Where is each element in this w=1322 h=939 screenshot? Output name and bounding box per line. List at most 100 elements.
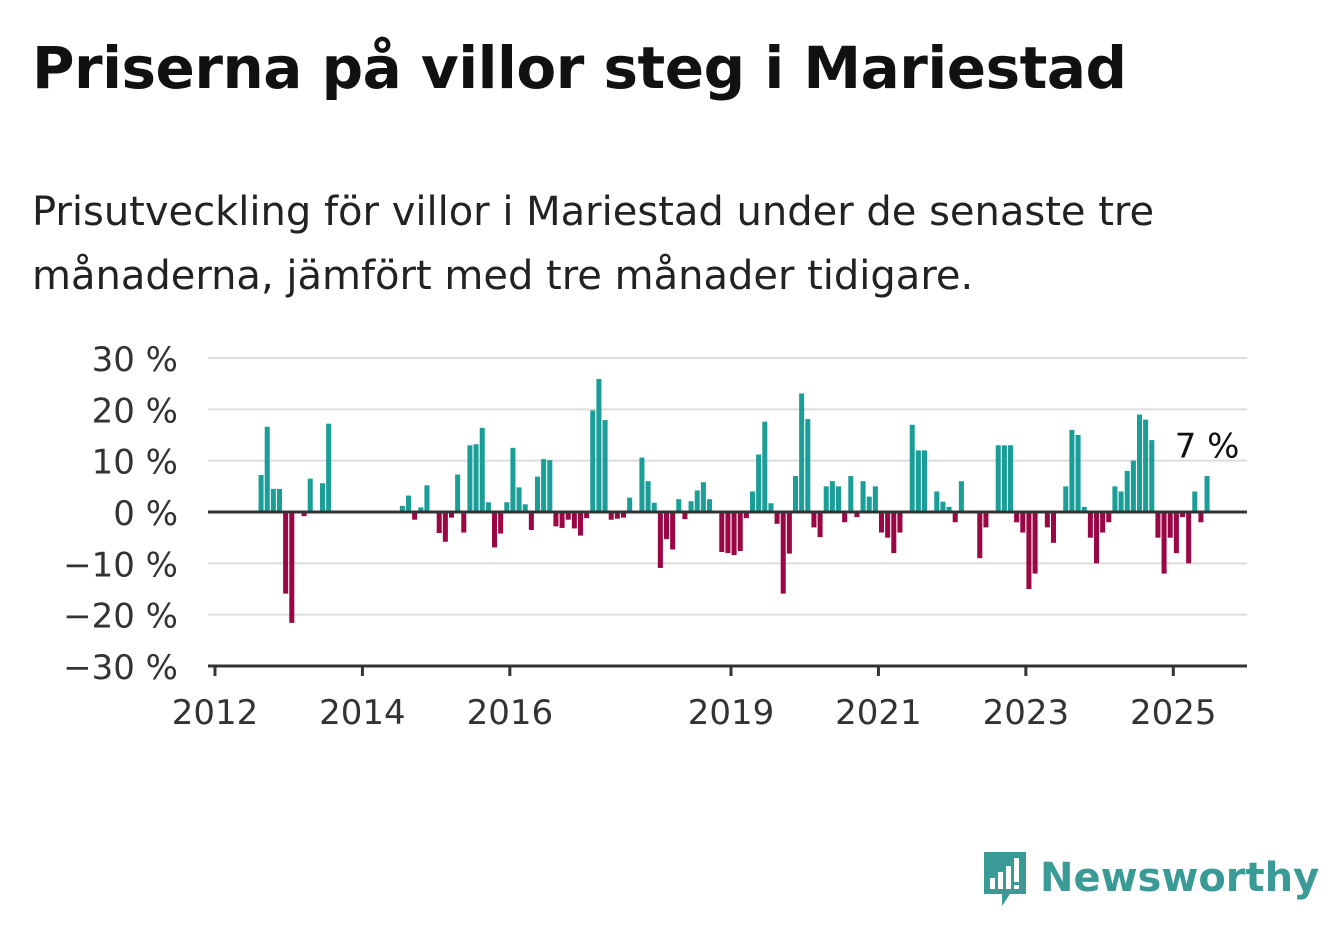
x-tick-label: 2025 — [1130, 693, 1217, 733]
bar — [768, 503, 774, 512]
bar — [663, 512, 670, 540]
bar — [516, 487, 522, 512]
bar — [1143, 419, 1149, 512]
bar — [952, 512, 958, 523]
bar — [786, 512, 792, 554]
bar — [657, 512, 663, 568]
bar — [405, 495, 412, 512]
x-tick-label: 2012 — [172, 693, 259, 733]
bar — [498, 512, 504, 534]
bar — [412, 512, 418, 520]
bar — [258, 475, 264, 512]
bar — [283, 512, 289, 594]
bar — [1106, 512, 1112, 523]
y-tick-label: −20 % — [63, 597, 178, 637]
bar — [1192, 491, 1198, 512]
bar — [1044, 512, 1050, 528]
bar — [1020, 512, 1026, 533]
bar — [1136, 414, 1143, 512]
bar — [1112, 486, 1118, 512]
x-tick-label: 2019 — [688, 693, 775, 733]
bar — [534, 476, 541, 512]
bar — [835, 486, 842, 512]
bar — [983, 512, 989, 528]
bar — [1198, 512, 1204, 523]
bar — [934, 491, 940, 512]
bar — [1161, 512, 1167, 574]
bar — [854, 512, 860, 518]
bar — [897, 512, 903, 533]
bar — [749, 491, 756, 512]
bar — [725, 512, 731, 554]
bar — [878, 512, 885, 533]
bar — [1087, 512, 1093, 538]
bar — [596, 379, 602, 512]
bar — [909, 424, 915, 512]
x-axis-ticks: 2012 2014 2016 2019 2021 2023 2025 — [172, 666, 1217, 733]
bar — [706, 499, 713, 512]
bar — [1155, 512, 1161, 538]
bar — [670, 512, 676, 550]
bar — [676, 499, 682, 512]
bar — [1149, 440, 1155, 512]
bar — [1063, 486, 1069, 512]
y-tick-label: −30 % — [63, 648, 178, 688]
bar — [872, 486, 878, 512]
bar — [1167, 512, 1173, 538]
bar — [436, 512, 442, 534]
bar — [694, 490, 700, 512]
brand-name: Newsworthy — [1040, 855, 1320, 901]
bar — [1007, 445, 1014, 512]
chart-subtitle: Prisutveckling för villor i Mariestad un… — [32, 189, 1155, 299]
bar — [1081, 506, 1087, 512]
bar — [1001, 445, 1007, 512]
bar — [829, 481, 835, 512]
bar — [1204, 476, 1210, 512]
bar — [885, 512, 891, 538]
bar — [639, 457, 645, 512]
y-tick-label: 30 % — [92, 340, 178, 380]
bar — [614, 512, 620, 519]
axes — [208, 510, 1247, 668]
bar — [504, 502, 510, 512]
bar — [995, 445, 1001, 512]
bar — [276, 488, 283, 512]
x-tick-label: 2021 — [835, 693, 922, 733]
bar — [1014, 512, 1020, 523]
bar — [571, 512, 577, 529]
bar — [455, 474, 461, 512]
bar — [479, 427, 485, 512]
y-tick-label: 0 % — [113, 494, 178, 534]
x-tick-label: 2014 — [319, 693, 406, 733]
bar — [946, 506, 952, 512]
bar — [645, 481, 651, 512]
y-tick-label: −10 % — [63, 545, 178, 585]
bar — [866, 496, 872, 512]
bar — [1093, 512, 1100, 564]
bar — [1173, 512, 1179, 554]
bar — [602, 420, 608, 512]
bar — [1032, 512, 1038, 574]
bar — [448, 512, 455, 518]
bar — [399, 505, 405, 512]
bar — [940, 501, 946, 512]
bar — [799, 393, 805, 512]
bar — [842, 512, 848, 523]
bar — [762, 421, 768, 512]
y-axis-ticks: 30 % 20 % 10 % 0 % −10 % −20 % −30 % — [63, 340, 178, 688]
bar — [921, 450, 928, 512]
bar — [737, 512, 743, 552]
bar — [442, 512, 448, 542]
bar — [608, 512, 614, 520]
bar — [510, 447, 516, 512]
bar — [823, 486, 829, 512]
bar — [473, 444, 479, 512]
bar — [688, 501, 694, 512]
price-change-bar-chart: 30 %20 %10 %0 %−10 %−20 %−30 % 2012 2014 2… — [63, 340, 1247, 733]
chart-title: Priserna på villor steg i Mariestad — [32, 34, 1127, 102]
bar — [1179, 512, 1186, 518]
bar — [577, 512, 584, 536]
bar — [467, 445, 473, 512]
bar — [915, 450, 921, 512]
bar — [977, 512, 983, 559]
